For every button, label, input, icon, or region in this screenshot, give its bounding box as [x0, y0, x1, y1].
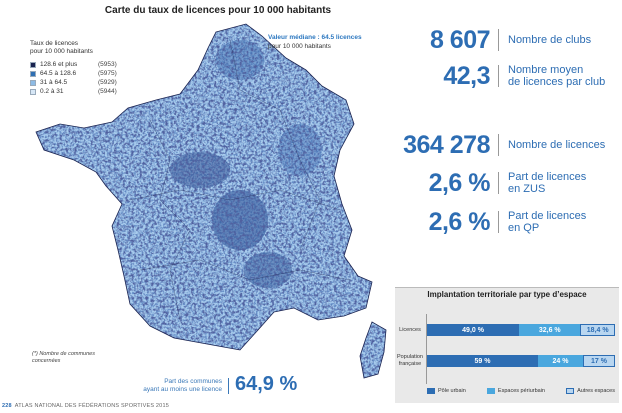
stat-label: Nombre de clubs — [508, 34, 592, 46]
chart-legend-label: Autres espaces — [577, 388, 615, 394]
page-footer: 228 ATLAS NATIONAL DES FÉDÉRATIONS SPORTI… — [2, 403, 169, 409]
bar-value-label: 59 % — [474, 357, 491, 365]
stat-qp: 2,6 % Part de licences en QP — [380, 209, 618, 235]
bar-value-label: 49,0 % — [462, 326, 484, 334]
chart-axis — [426, 314, 427, 384]
chart-legend-item: Pôle urbain — [427, 388, 466, 394]
chart-legend-swatch — [486, 388, 495, 394]
share-label: Part des communes ayant au moins une lic… — [143, 378, 222, 393]
bar-value-label: 17 % — [591, 357, 607, 365]
chart-legend-label: Pôle urbain — [438, 388, 466, 394]
stat-clubs: 8 607 Nombre de clubs — [380, 27, 618, 53]
map-title: Carte du taux de licences pour 10 000 ha… — [104, 5, 332, 16]
bar-segment: 24 % — [537, 355, 584, 367]
stat-divider — [498, 134, 499, 156]
bar-value-label: 18,4 % — [586, 326, 609, 334]
stacked-bar: 59 % 24 % 17 % — [427, 355, 615, 367]
page-number: 228 — [2, 403, 12, 409]
stacked-bar: 49,0 % 32,6 % 18,4 % — [427, 324, 615, 336]
chart-legend: Pôle urbain Espaces périurbain Autres espa… — [427, 388, 615, 394]
legend-swatch — [30, 70, 36, 77]
bar-segment: 32,6 % — [519, 324, 581, 336]
territory-chart-panel: Implantation territoriale par type d’esp… — [395, 287, 619, 403]
share-value: 64,9 % — [235, 373, 298, 395]
chart-legend-item: Espaces périurbain — [486, 388, 545, 394]
median-annotation: Valeur médiane : 64.5 licences pour 10 0… — [268, 34, 362, 50]
legend-swatch — [30, 88, 36, 95]
stat-value: 42,3 — [443, 62, 490, 90]
bar-segment: 49,0 % — [427, 324, 520, 336]
chart-legend-label: Espaces périurbain — [497, 388, 545, 394]
legend-row: 128.6 et plus (5953) — [30, 60, 148, 69]
stat-label: Nombre de licences — [508, 139, 606, 151]
chart-title: Implantation territoriale par type d’esp… — [427, 290, 587, 299]
footer-text: ATLAS NATIONAL DES FÉDÉRATIONS SPORTIVES… — [14, 403, 169, 409]
footnote: (*) Nombre de communes concernées — [32, 351, 95, 364]
stat-divider — [498, 29, 499, 51]
share-divider — [228, 378, 229, 394]
stat-zus: 2,6 % Part de licences en ZUS — [380, 170, 618, 196]
bar-value-label: 24 % — [552, 357, 569, 365]
legend-row: 0.2 à 31 (5944) — [30, 87, 148, 96]
stat-value: 364 278 — [403, 131, 490, 159]
chart-legend-swatch — [566, 388, 575, 394]
legend-swatch — [30, 79, 36, 86]
stat-avg-licences: 42,3 Nombre moyen de licences par club — [380, 63, 618, 89]
stat-divider — [498, 65, 499, 87]
bar-segment: 59 % — [427, 355, 538, 367]
stat-label: Part de licences en ZUS — [508, 171, 587, 195]
legend-row: 64.5 à 128.6 (5975) — [30, 69, 148, 78]
stat-label: Part de licences en QP — [508, 210, 587, 234]
map-legend: Taux de licences pour 10 000 habitants 1… — [30, 40, 148, 96]
bar-category-label: Licences — [399, 326, 421, 333]
stat-divider — [498, 172, 499, 194]
legend-title: Taux de licences pour 10 000 habitants — [30, 40, 93, 55]
chart-legend-item: Autres espaces — [566, 388, 615, 394]
bar-value-label: 32,6 % — [538, 326, 561, 334]
legend-row: 31 à 64.5 (5929) — [30, 78, 148, 87]
bar-category-label: Population française — [397, 354, 423, 367]
bar-segment: 17 % — [583, 355, 615, 367]
stat-licences: 364 278 Nombre de licences — [380, 132, 618, 158]
stat-value: 2,6 % — [428, 208, 491, 236]
bar-segment: 18,4 % — [580, 324, 615, 336]
stat-value: 2,6 % — [428, 169, 491, 197]
legend-swatch — [30, 61, 36, 68]
stat-label: Nombre moyen de licences par club — [508, 64, 606, 88]
stat-value: 8 607 — [429, 26, 491, 54]
stat-divider — [498, 211, 499, 233]
chart-legend-swatch — [427, 388, 435, 394]
